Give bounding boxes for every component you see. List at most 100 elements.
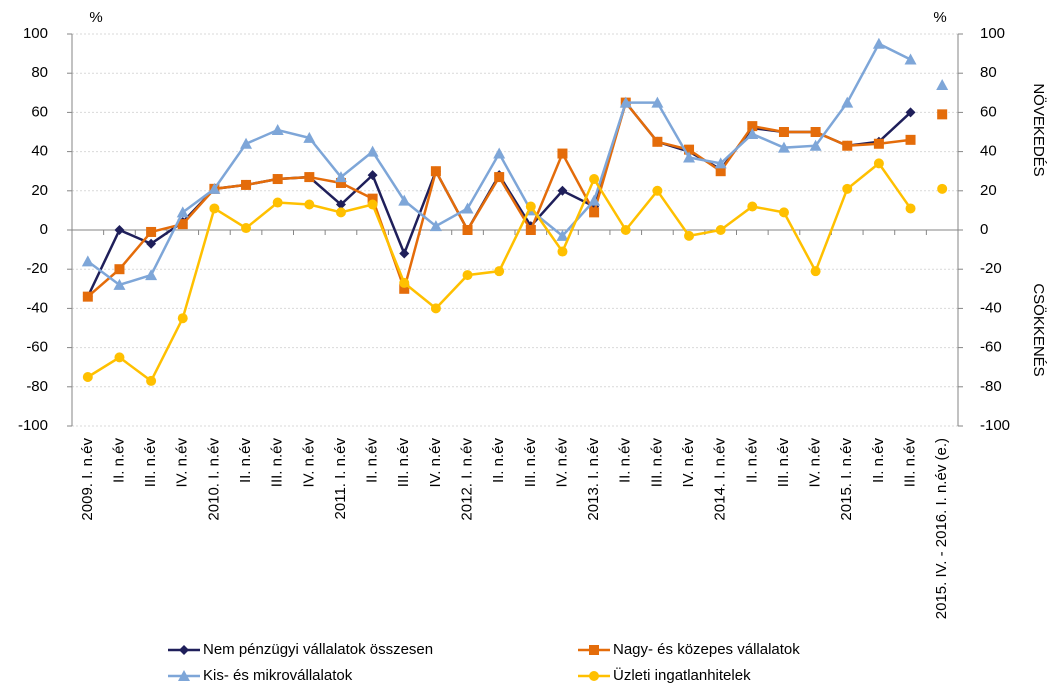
marker: [114, 352, 125, 363]
marker: [493, 147, 506, 159]
y2-tick-label: 0: [980, 221, 988, 238]
y-tick-label: 100: [23, 25, 48, 42]
series-line: [87, 42, 912, 287]
marker: [937, 183, 948, 194]
marker: [241, 179, 252, 190]
marker: [715, 166, 726, 177]
y-tick-label: 40: [31, 143, 48, 160]
y-tick-label: 20: [31, 182, 48, 199]
marker: [525, 201, 536, 212]
marker: [747, 201, 758, 212]
legend-item: Nem pénzügyi vállalatok összesen: [168, 641, 433, 658]
marker: [588, 194, 601, 206]
marker: [145, 269, 158, 281]
marker: [715, 225, 726, 235]
marker: [810, 266, 821, 277]
y2-tick-label: 60: [980, 103, 997, 120]
marker: [778, 207, 789, 218]
marker: [905, 134, 916, 145]
marker: [82, 291, 93, 302]
marker: [842, 183, 853, 194]
marker: [430, 303, 441, 314]
legend-item: Nagy- és közepes vállalatok: [578, 641, 800, 658]
marker: [304, 199, 315, 210]
marker: [904, 53, 917, 65]
marker: [683, 151, 696, 163]
y-tick-label: 60: [31, 103, 48, 120]
marker: [494, 266, 505, 277]
marker: [619, 96, 632, 108]
x-tick-label: 2015. I. n.év: [838, 438, 855, 521]
marker: [557, 246, 568, 257]
marker: [367, 199, 378, 210]
marker: [429, 220, 442, 232]
y-tick-label: -60: [26, 339, 48, 356]
y2-tick-label: 40: [980, 143, 997, 160]
legend-item: Üzleti ingatlanhitelek: [578, 666, 751, 684]
legend-marker: [589, 645, 599, 655]
marker: [113, 278, 126, 290]
marker: [873, 158, 884, 169]
y-tick-label: -100: [18, 417, 48, 434]
legend-label: Üzleti ingatlanhitelek: [613, 666, 751, 684]
marker: [841, 96, 854, 108]
marker: [810, 127, 821, 137]
marker: [303, 131, 316, 143]
marker: [367, 193, 378, 204]
y-tick-label: 0: [40, 221, 48, 238]
marker: [240, 137, 253, 149]
marker: [461, 202, 474, 214]
marker: [304, 172, 315, 183]
marker: [208, 182, 221, 194]
y2-tick-label: 100: [980, 25, 1005, 42]
x-tick-label: IV. n.év: [680, 438, 697, 488]
x-tick-label: III. n.év: [269, 438, 286, 488]
marker: [271, 124, 284, 136]
marker: [81, 255, 94, 267]
annotation: CSÖKKENÉS: [1030, 283, 1048, 376]
x-tick-label: 2015. IV. - 2016. I. n.év (e.): [933, 438, 950, 619]
y2-tick-label: 80: [980, 64, 997, 81]
y2-tick-label: -20: [980, 260, 1002, 277]
marker: [462, 270, 473, 281]
marker: [146, 238, 157, 249]
legend-marker: [179, 645, 189, 655]
marker: [557, 148, 568, 159]
marker: [82, 372, 93, 382]
x-tick-label: IV. n.év: [807, 438, 824, 488]
marker: [556, 229, 569, 241]
y2-axis-title: %: [933, 9, 946, 26]
x-tick-label: II. n.év: [870, 438, 887, 484]
marker: [747, 121, 758, 132]
marker: [241, 223, 252, 234]
legend-item: Kis- és mikrovállalatok: [168, 667, 353, 684]
x-tick-label: II. n.év: [617, 438, 634, 484]
marker: [146, 375, 157, 386]
x-tick-label: 2012. I. n.év: [459, 438, 476, 521]
y-tick-label: -20: [26, 260, 48, 277]
marker: [334, 171, 347, 183]
y-axis-title: %: [89, 9, 102, 26]
x-tick-label: III. n.év: [142, 438, 159, 488]
legend-label: Kis- és mikrovállalatok: [203, 667, 353, 684]
x-tick-label: III. n.év: [775, 438, 792, 488]
marker: [272, 174, 283, 185]
marker: [589, 174, 600, 185]
marker: [114, 264, 125, 275]
marker: [146, 226, 157, 237]
marker: [652, 185, 663, 196]
marker: [335, 207, 346, 218]
x-tick-label: IV. n.év: [553, 438, 570, 488]
marker: [714, 157, 727, 169]
y2-tick-label: -40: [980, 299, 1002, 316]
marker: [494, 172, 505, 183]
x-tick-label: III. n.év: [522, 438, 539, 488]
x-tick-label: III. n.év: [902, 438, 919, 488]
marker: [272, 197, 283, 208]
x-tick-label: III. n.év: [395, 438, 412, 488]
marker: [335, 177, 346, 188]
marker: [557, 185, 568, 196]
marker: [399, 277, 410, 288]
marker: [777, 141, 790, 153]
